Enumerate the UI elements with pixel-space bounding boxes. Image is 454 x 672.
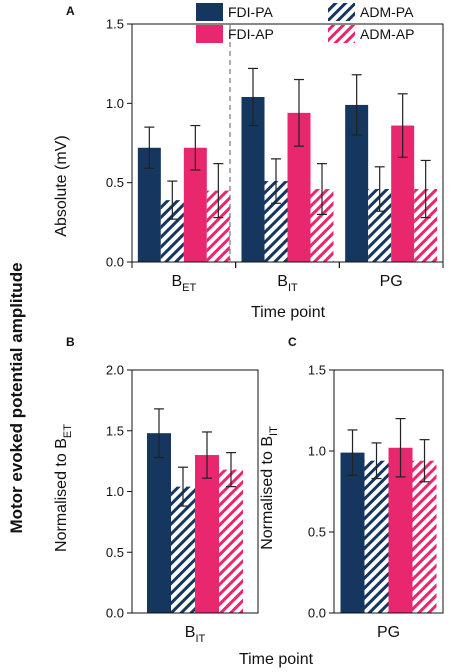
bar-adm-ap-b-it	[310, 189, 334, 262]
y-tick-label: 0.0	[106, 606, 124, 621]
y-tick-label: 1.5	[106, 17, 124, 32]
legend-label-adm-pa: ADM-PA	[360, 4, 414, 20]
panel-b-y-axis-label: Normalised to BET	[53, 424, 74, 552]
bar-adm-pa-b-it	[264, 181, 288, 262]
bar-adm-ap-pg	[414, 189, 438, 262]
panel-a-y-axis-label: Absolute (mV)	[53, 135, 70, 236]
y-tick-label: 2.0	[106, 363, 124, 378]
bar-adm-pa-b-it	[171, 486, 195, 613]
legend-swatch-fdi-pa	[196, 3, 223, 21]
bar-fdi-pa-b-et	[137, 147, 161, 262]
legend-swatch-fdi-ap	[196, 25, 223, 43]
panel-a-frame	[131, 23, 444, 263]
bar-fdi-pa-pg	[345, 104, 369, 262]
legend-label-fdi-pa: FDI-PA	[228, 4, 274, 20]
panel-letter-a: A	[66, 4, 75, 18]
y-tick-label: 0.5	[106, 175, 124, 190]
global-y-axis-label: Motor evoked potential amplitude	[7, 262, 26, 533]
y-tick-label: 1.0	[106, 484, 124, 499]
y-tick-label: 1.0	[308, 444, 326, 459]
panel-c-frame	[333, 369, 444, 614]
legend-label-fdi-ap: FDI-AP	[228, 26, 274, 42]
panel-letter-c: C	[288, 335, 297, 349]
panel-b: Normalised to BET 0.0 0.5 1.0 1.5 2.0 BIT	[53, 363, 259, 645]
bar-adm-ap-b-it	[219, 469, 243, 613]
panel-letter-b: B	[66, 335, 75, 349]
x-tick-label-b-et: BET	[171, 273, 196, 294]
y-tick-label: 0.0	[308, 606, 326, 621]
y-tick-label: 1.5	[308, 363, 326, 378]
panel-c: Normalised to BIT 0.0 0.5 1.0 1.5 PG	[259, 363, 444, 641]
y-tick-label: 0.0	[106, 255, 124, 270]
legend: FDI-PA ADM-PA FDI-AP ADM-AP	[196, 3, 414, 43]
panel-c-y-axis-label: Normalised to BIT	[259, 426, 280, 550]
bottom-x-axis-label: Time point	[239, 651, 314, 668]
legend-swatch-adm-pa	[328, 3, 355, 21]
bar-fdi-ap-pg	[391, 125, 415, 263]
panel-a: Absolute (mV) 0.0 0.5 1.0 1.5 BET BIT PG Time…	[53, 17, 444, 321]
x-tick-label-pg: PG	[380, 273, 403, 290]
y-tick-label: 1.5	[106, 423, 124, 438]
legend-swatch-adm-ap	[328, 25, 355, 43]
panel-a-x-axis-label: Time point	[251, 304, 326, 321]
bar-fdi-ap-b-it	[287, 112, 311, 262]
bar-adm-ap-b-et	[206, 190, 230, 262]
bar-fdi-ap-b-et	[183, 147, 207, 262]
bar-adm-ap-pg	[412, 460, 437, 613]
x-tick-label-pg: PG	[377, 624, 400, 641]
bar-fdi-pa-pg	[340, 452, 365, 613]
bar-adm-pa-pg	[368, 189, 392, 262]
bar-fdi-ap-b-it	[195, 455, 219, 613]
x-tick-label-b-it: BIT	[277, 273, 298, 294]
bar-adm-pa-pg	[364, 460, 389, 613]
y-tick-label: 1.0	[106, 96, 124, 111]
bar-fdi-pa-b-it	[147, 433, 171, 613]
bar-fdi-pa-b-it	[241, 96, 265, 262]
y-tick-label: 0.5	[106, 545, 124, 560]
bar-adm-pa-b-et	[160, 200, 184, 262]
y-tick-label: 0.5	[308, 525, 326, 540]
x-tick-label-b-it: BIT	[185, 624, 206, 645]
legend-label-adm-ap: ADM-AP	[360, 26, 414, 42]
